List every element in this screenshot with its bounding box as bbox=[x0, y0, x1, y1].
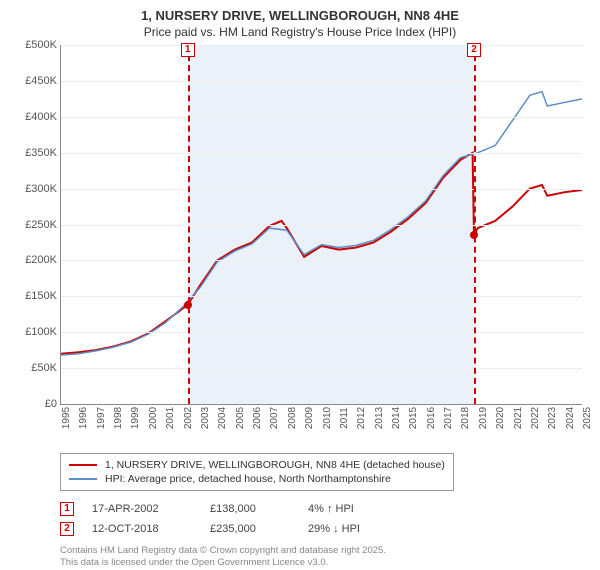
gridline bbox=[61, 260, 582, 261]
x-axis-label: 2008 bbox=[287, 407, 298, 429]
x-axis-label: 2000 bbox=[148, 407, 159, 429]
gridline bbox=[61, 153, 582, 154]
footer-line: This data is licensed under the Open Gov… bbox=[60, 557, 590, 569]
sale-marker-dot bbox=[470, 231, 478, 239]
legend-label-hpi: HPI: Average price, detached house, Nort… bbox=[105, 473, 391, 485]
chart-subtitle: Price paid vs. HM Land Registry's House … bbox=[10, 25, 590, 39]
x-axis-label: 2021 bbox=[513, 407, 524, 429]
x-axis-label: 2001 bbox=[165, 407, 176, 429]
sales-table: 1 17-APR-2002 £138,000 4% ↑ HPI 2 12-OCT… bbox=[60, 499, 590, 539]
sales-row: 2 12-OCT-2018 £235,000 29% ↓ HPI bbox=[60, 519, 590, 539]
x-axis-label: 2020 bbox=[495, 407, 506, 429]
x-axis-label: 2011 bbox=[339, 407, 350, 429]
chart-title: 1, NURSERY DRIVE, WELLINGBOROUGH, NN8 4H… bbox=[10, 8, 590, 23]
sale-marker-line bbox=[474, 45, 476, 404]
title-block: 1, NURSERY DRIVE, WELLINGBOROUGH, NN8 4H… bbox=[10, 8, 590, 39]
sale-price: £235,000 bbox=[210, 523, 290, 535]
x-axis-label: 2025 bbox=[582, 407, 593, 429]
x-axis-label: 2013 bbox=[374, 407, 385, 429]
x-axis-label: 1996 bbox=[78, 407, 89, 429]
x-axis-label: 2017 bbox=[443, 407, 454, 429]
sales-row: 1 17-APR-2002 £138,000 4% ↑ HPI bbox=[60, 499, 590, 519]
legend-row-price: 1, NURSERY DRIVE, WELLINGBOROUGH, NN8 4H… bbox=[69, 458, 445, 472]
sale-price: £138,000 bbox=[210, 503, 290, 515]
sale-marker-badge: 1 bbox=[181, 43, 195, 57]
x-axis-label: 2024 bbox=[565, 407, 576, 429]
sale-delta: 4% ↑ HPI bbox=[308, 503, 408, 515]
sale-badge: 2 bbox=[60, 522, 74, 536]
x-axis-label: 2006 bbox=[252, 407, 263, 429]
chart-container: 1, NURSERY DRIVE, WELLINGBOROUGH, NN8 4H… bbox=[0, 0, 600, 560]
x-axis-label: 2018 bbox=[460, 407, 471, 429]
sale-badge: 1 bbox=[60, 502, 74, 516]
sale-marker-dot bbox=[184, 301, 192, 309]
y-axis-label: £250K bbox=[25, 219, 61, 231]
gridline bbox=[61, 189, 582, 190]
y-axis-label: £0 bbox=[45, 398, 61, 410]
x-axis-label: 2019 bbox=[478, 407, 489, 429]
x-axis-label: 2015 bbox=[408, 407, 419, 429]
x-axis-label: 2002 bbox=[183, 407, 194, 429]
y-axis-label: £400K bbox=[25, 111, 61, 123]
chart-area: £0£50K£100K£150K£200K£250K£300K£350K£400… bbox=[60, 45, 582, 425]
x-axis-label: 2012 bbox=[356, 407, 367, 429]
x-axis-label: 2009 bbox=[304, 407, 315, 429]
sale-marker-badge: 2 bbox=[467, 43, 481, 57]
sale-date: 12-OCT-2018 bbox=[92, 523, 192, 535]
y-axis-label: £200K bbox=[25, 254, 61, 266]
gridline bbox=[61, 45, 582, 46]
footer-line: Contains HM Land Registry data © Crown c… bbox=[60, 545, 590, 557]
x-axis-label: 1999 bbox=[130, 407, 141, 429]
legend-label-price: 1, NURSERY DRIVE, WELLINGBOROUGH, NN8 4H… bbox=[105, 459, 445, 471]
x-axis-label: 2022 bbox=[530, 407, 541, 429]
sale-marker-line bbox=[188, 45, 190, 404]
y-axis-label: £450K bbox=[25, 75, 61, 87]
sale-delta: 29% ↓ HPI bbox=[308, 523, 408, 535]
series-price_paid bbox=[61, 153, 582, 354]
gridline bbox=[61, 368, 582, 369]
footer: Contains HM Land Registry data © Crown c… bbox=[60, 545, 590, 570]
x-axis-label: 1997 bbox=[96, 407, 107, 429]
x-axis-label: 2005 bbox=[235, 407, 246, 429]
x-axis-label: 2003 bbox=[200, 407, 211, 429]
y-axis-label: £150K bbox=[25, 290, 61, 302]
y-axis-label: £300K bbox=[25, 183, 61, 195]
series-hpi bbox=[61, 92, 582, 356]
gridline bbox=[61, 81, 582, 82]
gridline bbox=[61, 296, 582, 297]
x-axis-label: 2014 bbox=[391, 407, 402, 429]
gridline bbox=[61, 332, 582, 333]
x-axis-label: 2023 bbox=[547, 407, 558, 429]
y-axis-label: £50K bbox=[31, 362, 61, 374]
plot-region: £0£50K£100K£150K£200K£250K£300K£350K£400… bbox=[60, 45, 582, 405]
gridline bbox=[61, 117, 582, 118]
y-axis-label: £350K bbox=[25, 147, 61, 159]
legend-swatch-price bbox=[69, 464, 97, 466]
gridline bbox=[61, 225, 582, 226]
legend: 1, NURSERY DRIVE, WELLINGBOROUGH, NN8 4H… bbox=[60, 453, 454, 491]
y-axis-label: £500K bbox=[25, 39, 61, 51]
legend-row-hpi: HPI: Average price, detached house, Nort… bbox=[69, 472, 445, 486]
x-axis-label: 1998 bbox=[113, 407, 124, 429]
legend-swatch-hpi bbox=[69, 478, 97, 480]
x-axis-label: 1995 bbox=[61, 407, 72, 429]
x-axis-label: 2016 bbox=[426, 407, 437, 429]
x-axis-label: 2010 bbox=[322, 407, 333, 429]
sale-date: 17-APR-2002 bbox=[92, 503, 192, 515]
y-axis-label: £100K bbox=[25, 326, 61, 338]
x-axis-label: 2004 bbox=[217, 407, 228, 429]
x-axis-label: 2007 bbox=[269, 407, 280, 429]
